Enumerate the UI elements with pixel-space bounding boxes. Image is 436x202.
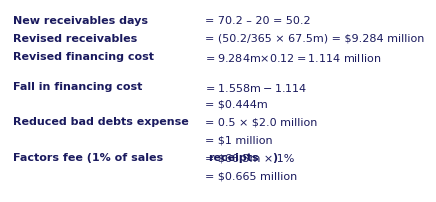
Text: Fall in financing cost: Fall in financing cost (13, 81, 142, 91)
Text: = 70.2 – 20 = 50.2: = 70.2 – 20 = 50.2 (205, 16, 311, 26)
Text: = 0.5 × $2.0 million: = 0.5 × $2.0 million (205, 117, 317, 127)
Text: Revised financing cost: Revised financing cost (13, 52, 154, 61)
Text: Factors fee (1% of sales: Factors fee (1% of sales (13, 153, 167, 162)
Text: = $66.5m × 1%: = $66.5m × 1% (205, 153, 295, 162)
Text: = $1.558m - $1.114: = $1.558m - $1.114 (205, 81, 308, 93)
Text: = $0.444m: = $0.444m (205, 99, 268, 109)
Text: = $0.665 million: = $0.665 million (205, 170, 297, 180)
Text: New receivables days: New receivables days (13, 16, 148, 26)
Text: ): ) (272, 153, 277, 162)
Text: receipts: receipts (208, 153, 258, 162)
Text: Reduced bad debts expense: Reduced bad debts expense (13, 117, 189, 127)
Text: = $1 million: = $1 million (205, 135, 273, 145)
Text: Revised receivables: Revised receivables (13, 34, 137, 44)
Text: = (50.2/365 × 67.5m) = $9.284 million: = (50.2/365 × 67.5m) = $9.284 million (205, 34, 425, 44)
Text: = $9.284m × 0.12 = $1.114 million: = $9.284m × 0.12 = $1.114 million (205, 52, 382, 63)
